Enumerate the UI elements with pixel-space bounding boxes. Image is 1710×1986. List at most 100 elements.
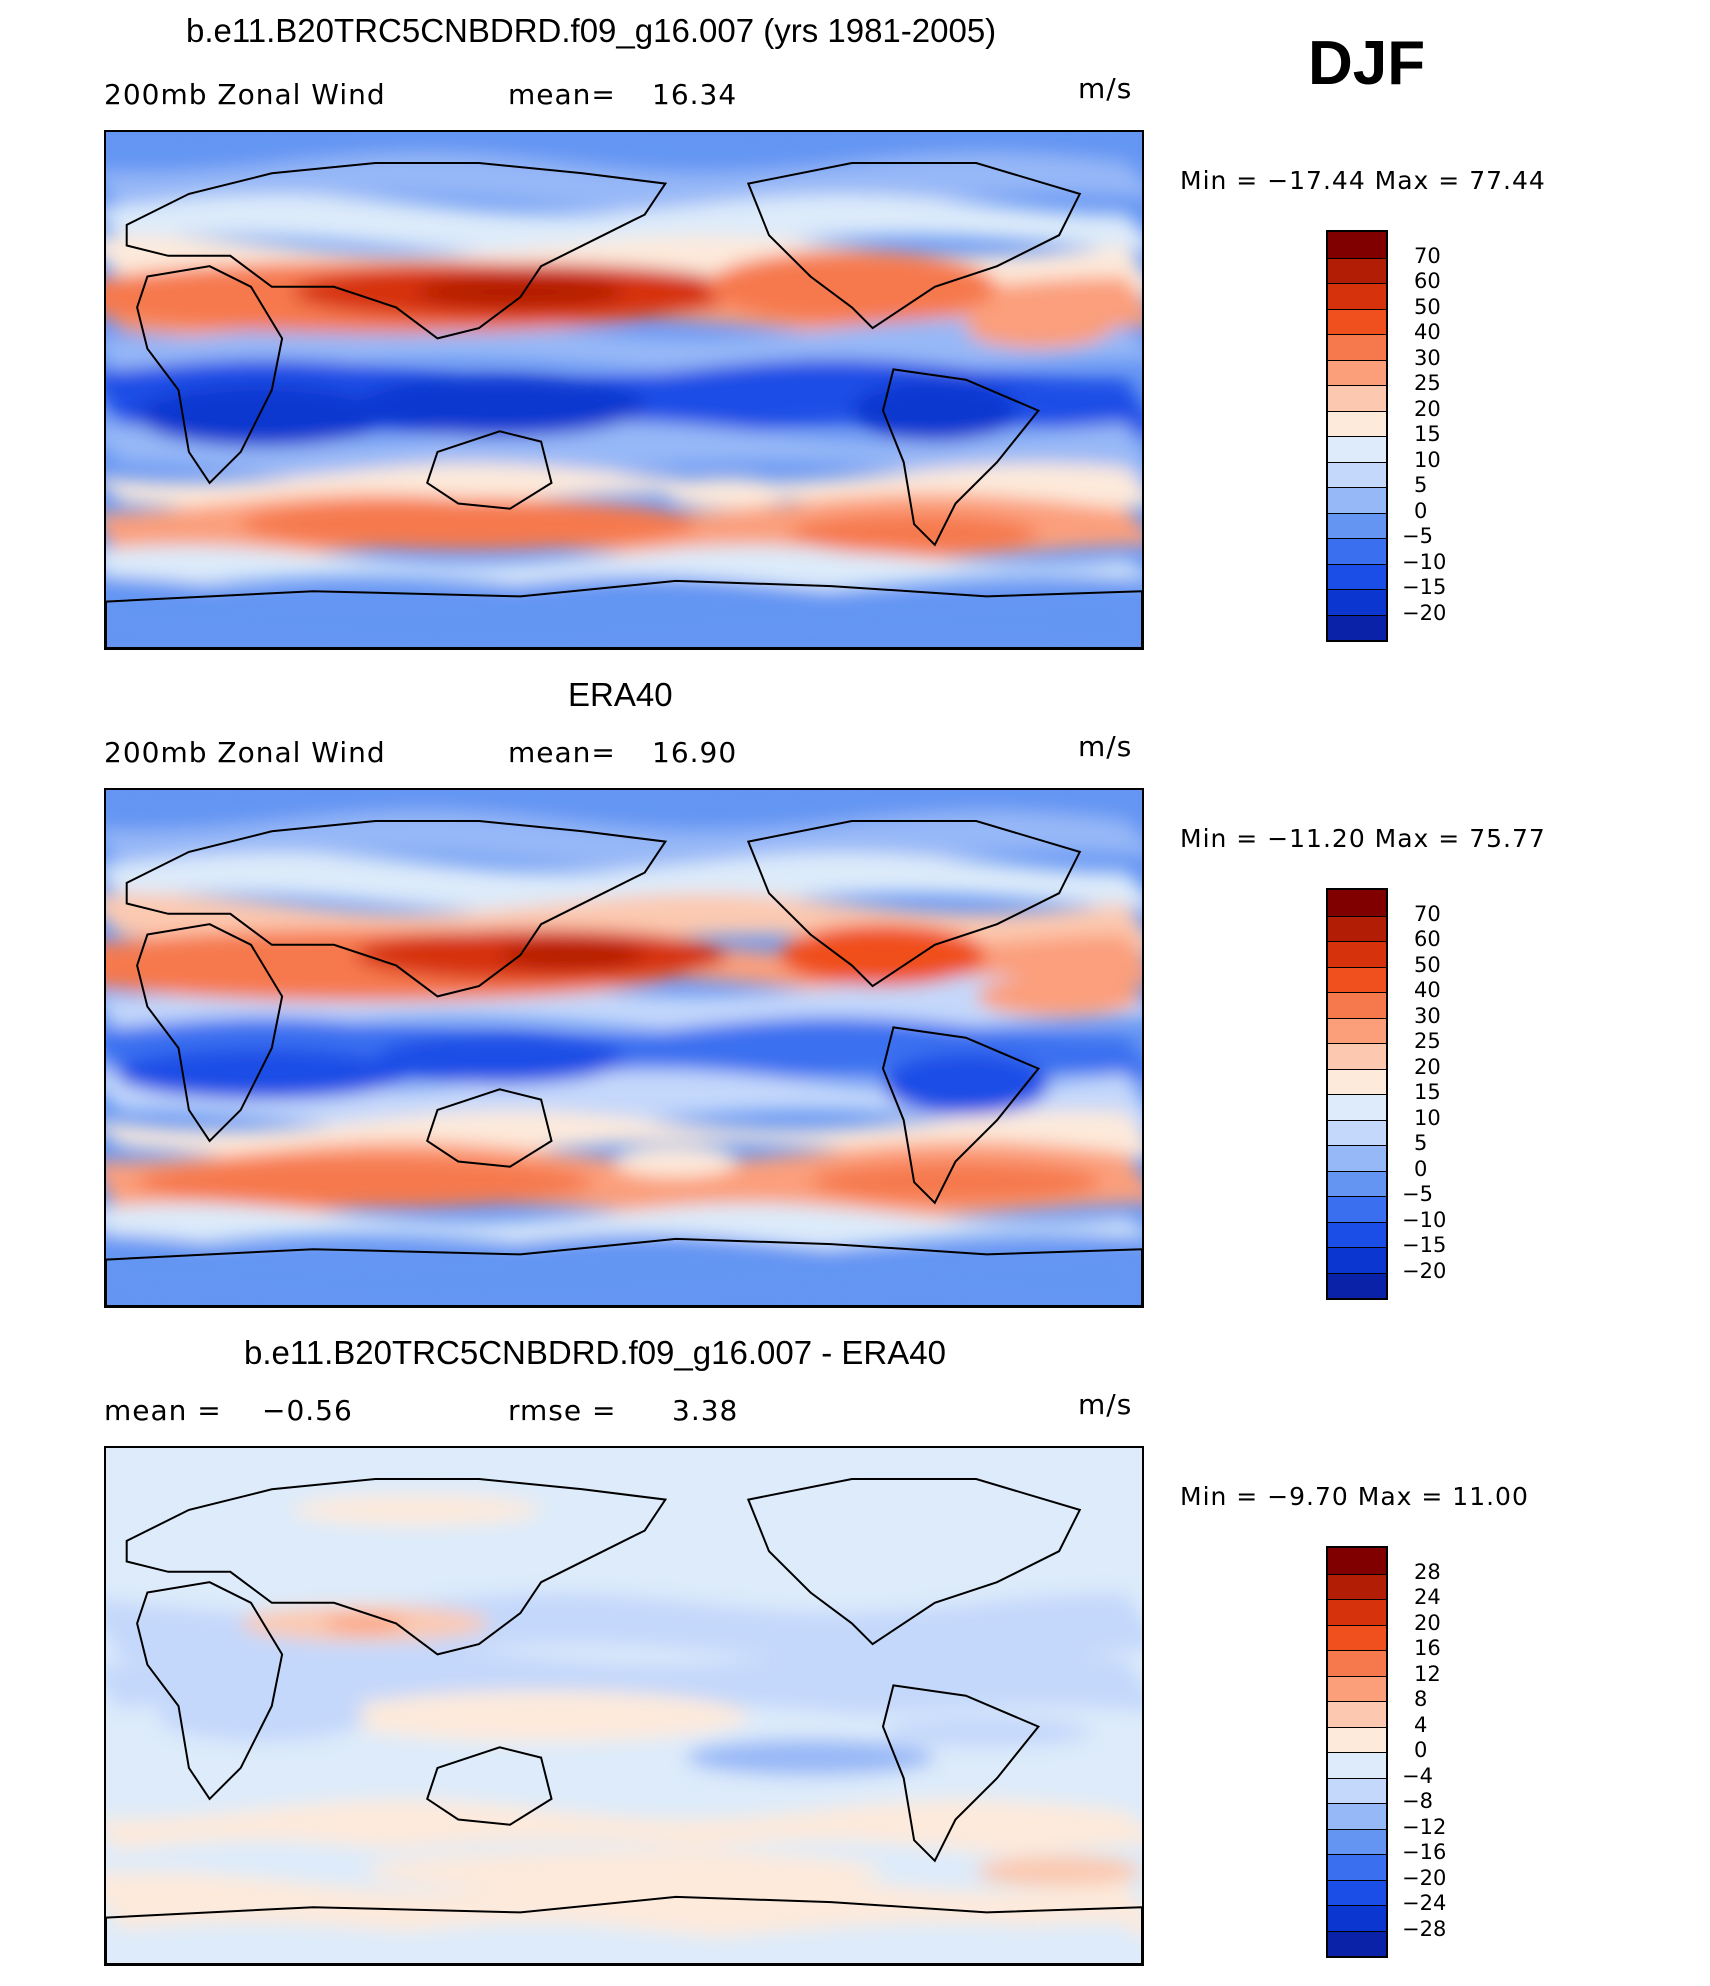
colorbar-tick-label: 40 [1414,320,1441,344]
colorbar-tick-label: −20 [1402,600,1447,625]
coastline [136,923,284,1143]
field-band [106,1068,1142,1131]
season-label: DJF [1308,29,1426,98]
coastlines [106,1478,1142,1964]
colorbar-segment [1328,1726,1386,1752]
panel-3-rmse-label: rmse = [508,1394,617,1427]
contour-field [106,790,1142,1306]
colorbar-segment [1328,436,1386,462]
colorbar-segment [1328,257,1386,283]
panel-2-mean-label: mean= [508,736,616,769]
colorbar-tick-label: −16 [1402,1840,1447,1864]
colorbar-box [1326,230,1388,642]
colorbar-segment [1328,283,1386,309]
colorbar-tick-label: 4 [1414,1712,1428,1737]
colorbar-tick-label: 70 [1414,901,1441,926]
colorbar-segment [1328,334,1386,360]
panel-2-mean-value: 16.90 [652,736,738,769]
colorbar-tick-label: 10 [1414,1105,1441,1130]
colorbar-tick-label: −5 [1402,524,1433,548]
colorbar-segment [1328,232,1386,258]
colorbar-segment [1328,1043,1386,1069]
colorbar-segment [1328,614,1386,640]
colorbar-tick-label: −28 [1402,1916,1447,1941]
field-band [106,1706,1142,1820]
colorbar-segment [1328,1196,1386,1222]
colorbar-segment [1328,487,1386,513]
colorbar-tick-label: −15 [1402,1233,1447,1257]
colorbar-box [1326,888,1388,1300]
panel-2-title: ERA40 [568,676,673,713]
colorbar-segment [1328,890,1386,916]
colorbar-tick-label: 24 [1414,1585,1441,1609]
panel-3-title: b.e11.B20TRC5CNBDRD.f09_g16.007 - ERA40 [244,1334,946,1371]
field-blob [758,1613,966,1645]
field-blob [976,1855,1142,1887]
field-band [106,576,1142,648]
field-blob [665,477,790,509]
colorbar-segment [1328,1170,1386,1196]
colorbar-segment [1328,461,1386,487]
coastline [106,579,1142,648]
panel-2-variable-label: 200mb Zonal Wind [104,736,386,769]
colorbar-tick-label: 70 [1414,243,1441,268]
colorbar-segment [1328,1573,1386,1599]
colorbar-segment [1328,1068,1386,1094]
coastline [125,1478,668,1656]
field-blob [375,1032,624,1085]
panel-1-title: b.e11.B20TRC5CNBDRD.f09_g16.007 (yrs 198… [186,12,997,49]
colorbar-tick-label: 20 [1414,396,1441,421]
colorbar-segment [1328,1094,1386,1120]
colorbar-segment [1328,1221,1386,1247]
colorbar-segment [1328,1777,1386,1803]
colorbar-segment [1328,1017,1386,1043]
colorbar-tick-label: 30 [1414,345,1441,370]
panel-1-mean-value: 16.34 [652,78,738,111]
coastline [136,265,284,485]
colorbar-box [1326,1546,1388,1958]
colorbar-segment [1328,1548,1386,1574]
coastline [881,1026,1041,1205]
coastline [125,820,668,998]
field-blob [613,1146,738,1177]
field-blob [137,1156,593,1208]
coastline [426,1088,553,1168]
colorbar-segment [1328,1119,1386,1145]
coastline [106,1895,1142,1964]
colorbar-segment [1328,941,1386,967]
field-blob [976,975,1142,1018]
coastline [881,1684,1041,1863]
colorbar-tick-label: −15 [1402,575,1447,599]
colorbar-tick-label: −10 [1402,549,1447,574]
colorbar-segment [1328,915,1386,941]
colorbar-segment [1328,1272,1386,1298]
field-blob [779,924,987,987]
colorbar-tick-label: 50 [1414,294,1441,319]
colorbar-segment [1328,1701,1386,1727]
field-blob [240,498,697,550]
field-blob [883,1716,1091,1748]
field-blob [333,1690,749,1743]
coastline [746,162,1082,330]
field-blob [810,1161,1101,1203]
colorbar-tick-label: 30 [1414,1003,1441,1028]
colorbar-tick-label: 5 [1414,473,1428,497]
colorbar-tick-label: 0 [1414,1738,1428,1762]
coastline [125,162,668,340]
colorbar-tick-label: 16 [1414,1636,1441,1660]
field-blob [116,1048,407,1100]
colorbar-tick-label: 0 [1414,498,1428,523]
panel-3-map-field [106,1448,1142,1964]
colorbar-segment [1328,1752,1386,1778]
field-blob [499,942,645,969]
colorbar-tick-label: 28 [1414,1559,1441,1584]
colorbar-tick-label: 15 [1414,422,1441,446]
field-band [106,421,1142,483]
coastline [746,820,1082,988]
colorbar-tick-label: 15 [1414,1080,1441,1104]
field-blob [365,1850,883,1892]
field-blob [883,1053,1049,1116]
colorbar-segment [1328,1828,1386,1854]
field-blob [686,1739,935,1776]
colorbar-segment [1328,359,1386,385]
